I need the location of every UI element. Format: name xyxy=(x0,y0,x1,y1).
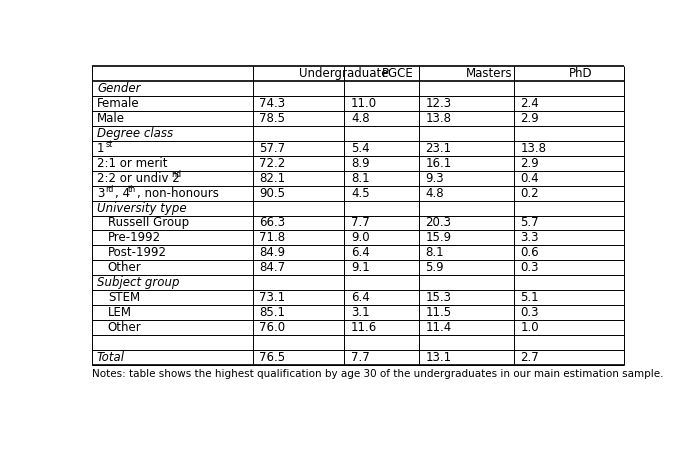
Text: 66.3: 66.3 xyxy=(260,216,285,229)
Text: 9.3: 9.3 xyxy=(425,172,444,185)
Text: 72.2: 72.2 xyxy=(260,157,285,170)
Text: 73.1: 73.1 xyxy=(260,291,285,304)
Text: 13.8: 13.8 xyxy=(425,112,452,125)
Text: 2.7: 2.7 xyxy=(520,351,539,364)
Text: 82.1: 82.1 xyxy=(260,172,285,185)
Text: 0.3: 0.3 xyxy=(520,261,539,274)
Text: nd: nd xyxy=(172,170,181,179)
Text: th: th xyxy=(128,185,136,194)
Text: 9.0: 9.0 xyxy=(351,231,369,244)
Text: 2.9: 2.9 xyxy=(520,157,539,170)
Text: 11.0: 11.0 xyxy=(351,97,377,110)
Text: Other: Other xyxy=(107,321,142,334)
Text: 15.3: 15.3 xyxy=(425,291,452,304)
Text: 11.4: 11.4 xyxy=(425,321,452,334)
Text: LEM: LEM xyxy=(107,306,132,319)
Text: 13.8: 13.8 xyxy=(520,142,546,155)
Text: , 4: , 4 xyxy=(115,187,130,199)
Text: 4.8: 4.8 xyxy=(351,112,369,125)
Text: 5.9: 5.9 xyxy=(425,261,444,274)
Text: 8.1: 8.1 xyxy=(351,172,369,185)
Text: Gender: Gender xyxy=(97,82,140,95)
Text: Degree class: Degree class xyxy=(97,127,173,140)
Text: 74.3: 74.3 xyxy=(260,97,285,110)
Text: 2:2 or undiv 2: 2:2 or undiv 2 xyxy=(97,172,180,185)
Text: st: st xyxy=(105,141,113,150)
Text: 15.9: 15.9 xyxy=(425,231,452,244)
Text: PhD: PhD xyxy=(569,67,593,80)
Text: 71.8: 71.8 xyxy=(260,231,285,244)
Text: 84.7: 84.7 xyxy=(260,261,285,274)
Text: Undergraduate: Undergraduate xyxy=(299,67,388,80)
Text: 7.7: 7.7 xyxy=(351,216,370,229)
Text: 8.9: 8.9 xyxy=(351,157,369,170)
Text: , non-honours: , non-honours xyxy=(137,187,219,199)
Text: PGCE: PGCE xyxy=(382,67,413,80)
Text: 90.5: 90.5 xyxy=(260,187,285,199)
Text: University type: University type xyxy=(97,202,186,215)
Text: Total: Total xyxy=(97,351,125,364)
Text: Russell Group: Russell Group xyxy=(107,216,189,229)
Text: Masters: Masters xyxy=(466,67,513,80)
Text: 4.8: 4.8 xyxy=(425,187,444,199)
Text: 1: 1 xyxy=(97,142,105,155)
Text: 5.4: 5.4 xyxy=(351,142,369,155)
Text: 0.6: 0.6 xyxy=(520,247,539,260)
Text: STEM: STEM xyxy=(107,291,140,304)
Text: Post-1992: Post-1992 xyxy=(107,247,167,260)
Text: 5.7: 5.7 xyxy=(520,216,539,229)
Text: 0.3: 0.3 xyxy=(520,306,539,319)
Text: 8.1: 8.1 xyxy=(425,247,444,260)
Text: 84.9: 84.9 xyxy=(260,247,285,260)
Text: 9.1: 9.1 xyxy=(351,261,370,274)
Text: 0.2: 0.2 xyxy=(520,187,539,199)
Text: 3.3: 3.3 xyxy=(520,231,539,244)
Text: 23.1: 23.1 xyxy=(425,142,452,155)
Text: 13.1: 13.1 xyxy=(425,351,452,364)
Text: 2.4: 2.4 xyxy=(520,97,539,110)
Text: Notes: table shows the highest qualification by age 30 of the undergraduates in : Notes: table shows the highest qualifica… xyxy=(91,369,663,379)
Text: 57.7: 57.7 xyxy=(260,142,285,155)
Text: 2:1 or merit: 2:1 or merit xyxy=(97,157,168,170)
Text: 76.5: 76.5 xyxy=(260,351,285,364)
Text: Pre-1992: Pre-1992 xyxy=(107,231,161,244)
Text: 1.0: 1.0 xyxy=(520,321,539,334)
Text: 11.5: 11.5 xyxy=(425,306,452,319)
Text: Male: Male xyxy=(97,112,125,125)
Text: 0.4: 0.4 xyxy=(520,172,539,185)
Text: Subject group: Subject group xyxy=(97,276,179,289)
Text: 12.3: 12.3 xyxy=(425,97,452,110)
Text: 7.7: 7.7 xyxy=(351,351,370,364)
Text: Female: Female xyxy=(97,97,140,110)
Text: 2.9: 2.9 xyxy=(520,112,539,125)
Text: 11.6: 11.6 xyxy=(351,321,377,334)
Text: 3.1: 3.1 xyxy=(351,306,369,319)
Text: 85.1: 85.1 xyxy=(260,306,285,319)
Text: 3: 3 xyxy=(97,187,105,199)
Text: 6.4: 6.4 xyxy=(351,247,370,260)
Text: 20.3: 20.3 xyxy=(425,216,452,229)
Text: 16.1: 16.1 xyxy=(425,157,452,170)
Text: 5.1: 5.1 xyxy=(520,291,539,304)
Text: Other: Other xyxy=(107,261,142,274)
Text: 78.5: 78.5 xyxy=(260,112,285,125)
Text: rd: rd xyxy=(105,185,114,194)
Text: 4.5: 4.5 xyxy=(351,187,369,199)
Text: 76.0: 76.0 xyxy=(260,321,285,334)
Text: 6.4: 6.4 xyxy=(351,291,370,304)
